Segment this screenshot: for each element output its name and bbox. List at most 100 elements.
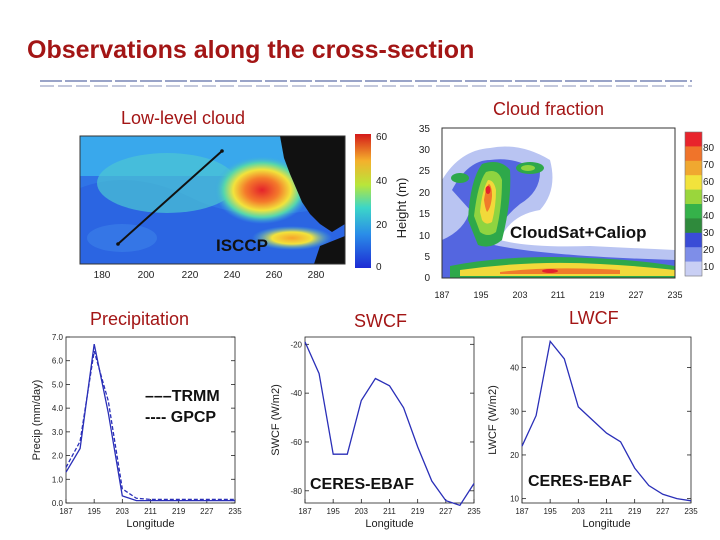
cloudsat-cbar-tick: 40	[703, 211, 715, 222]
cloudsat-cbar-block	[685, 204, 702, 219]
map-colorbar	[355, 134, 371, 268]
x-tick-label: 211	[600, 507, 613, 516]
cloudsat-ytick: 0	[424, 273, 430, 284]
cloudsat-xtick: 219	[589, 290, 604, 300]
lwcf-chart: 10 20 30 40 187 195 203 211 219 227 235 Longitude LW…	[487, 336, 698, 530]
cloudsat-cbar-tick: 10	[703, 262, 715, 273]
map-xtick: 220	[182, 270, 199, 281]
cloud-fraction-label: Cloud fraction	[493, 99, 605, 119]
y-tick-label: 4.0	[52, 404, 64, 413]
cloudsat-cbar-block	[685, 247, 702, 262]
plot-frame	[521, 336, 692, 504]
slide-title: Observations along the cross-section	[27, 36, 475, 64]
isccp-label: ISCCP	[216, 236, 268, 255]
x-tick-label: 203	[355, 507, 369, 516]
cloudsat-xtick: 211	[551, 290, 565, 300]
cloudsat-cbar-tick: 20	[703, 245, 715, 256]
x-tick-label: 219	[411, 507, 425, 516]
isccp-map-panel: 40 30 20 10 0 180 200 220 240 260 280 60…	[52, 132, 388, 281]
y-tick-label: -80	[290, 487, 302, 496]
y-tick-label: -40	[290, 389, 302, 398]
cloudsat-ytick: 30	[419, 145, 431, 156]
map-xtick: 180	[94, 270, 111, 281]
y-tick-label: -20	[290, 340, 302, 349]
y-tick-label: 30	[510, 407, 519, 416]
cloudsat-cbar-block	[685, 146, 702, 162]
cloudsat-ylabel: Height (m)	[394, 178, 409, 239]
x-tick-label: 227	[656, 507, 670, 516]
y-tick-label: 20	[510, 451, 519, 460]
precipitation-chart: 0.0 1.0 2.0 3.0 4.0 5.0 6.0 7.0 187 195 203 211 219 2…	[31, 333, 242, 530]
cloudsat-cbar-block	[685, 218, 702, 234]
y-axis-label: LWCF (W/m2)	[487, 385, 499, 454]
x-tick-label: 187	[59, 507, 73, 516]
cloudsat-ytick: 35	[419, 124, 431, 135]
map-xtick: 260	[266, 270, 283, 281]
x-tick-label: 219	[172, 507, 186, 516]
plot-frame	[65, 336, 236, 504]
x-tick-label: 235	[467, 507, 481, 516]
cloudsat-cbar-block	[685, 160, 702, 176]
map-xtick: 240	[224, 270, 241, 281]
cloudsat-cbar-tick: 70	[703, 160, 715, 171]
cloudsat-ytick: 15	[419, 209, 431, 220]
cloudsat-ytick: 10	[419, 231, 431, 242]
y-tick-label: 1.0	[52, 475, 64, 484]
cloudsat-cbar-tick: 30	[703, 228, 715, 239]
x-tick-label: 195	[543, 507, 557, 516]
y-tick-label: 5.0	[52, 380, 64, 389]
x-tick-label: 187	[515, 507, 529, 516]
map-cbar-tick: 40	[376, 176, 388, 187]
low-level-cloud-label: Low-level cloud	[121, 108, 246, 128]
series-line-trmm	[65, 343, 235, 502]
plot-frame	[304, 336, 475, 504]
map-cbar-tick: 0	[376, 262, 382, 273]
y-tick-label: 40	[510, 364, 519, 373]
cloudsat-ytick: 25	[419, 166, 431, 177]
cloudsat-xtick: 203	[512, 290, 527, 300]
y-tick-label: -60	[290, 438, 302, 447]
cloudsat-cbar-block	[685, 132, 702, 147]
y-axis-label: Precip (mm/day)	[31, 380, 43, 461]
x-tick-label: 235	[228, 507, 242, 516]
x-tick-label: 195	[87, 507, 101, 516]
y-axis-label: SWCF (W/m2)	[270, 384, 282, 455]
x-tick-label: 219	[628, 507, 642, 516]
cloudsat-cbar-tick: 80	[703, 143, 715, 154]
map-cbar-tick: 60	[376, 132, 388, 143]
title-underline	[40, 80, 692, 87]
map-cbar-tick: 20	[376, 220, 388, 231]
y-tick-label: 6.0	[52, 357, 64, 366]
precipitation-label: Precipitation	[90, 309, 190, 329]
swcf-label: SWCF	[354, 311, 407, 331]
x-axis-label: Longitude	[582, 518, 630, 530]
lwcf-ceres-label: CERES-EBAF	[528, 473, 633, 490]
x-tick-label: 227	[439, 507, 453, 516]
cloudsat-cbar-block	[685, 232, 702, 248]
cloudsat-cbar-tick: 60	[703, 177, 715, 188]
y-tick-label: 3.0	[52, 428, 64, 437]
cloudsat-xtick: 195	[473, 290, 488, 300]
cloudsat-colorbar	[684, 131, 703, 277]
cloudsat-panel: Height (m) 35 30 25 20 15 10 5 0 187 195…	[394, 124, 715, 300]
cloudsat-ytick: 20	[419, 188, 431, 199]
x-tick-label: 235	[684, 507, 698, 516]
y-tick-label: 7.0	[52, 333, 64, 342]
map-xtick: 280	[308, 270, 325, 281]
x-tick-label: 203	[116, 507, 130, 516]
cloudsat-cbar-block	[685, 261, 702, 277]
y-tick-label: 0.0	[52, 499, 64, 508]
cloudsat-cbar-block	[685, 189, 702, 205]
x-axis-label: Longitude	[365, 518, 413, 530]
cloudsat-cbar-block	[685, 175, 702, 190]
x-axis-label: Longitude	[126, 518, 174, 530]
x-tick-label: 211	[383, 507, 396, 516]
cloudsat-caliop-label: CloudSat+Caliop	[510, 223, 647, 242]
x-tick-label: 203	[572, 507, 586, 516]
cloudsat-xtick: 227	[628, 290, 643, 300]
map-xtick: 200	[138, 270, 155, 281]
x-tick-label: 195	[326, 507, 340, 516]
series-line-ceres-ebaf	[521, 339, 692, 502]
cloudsat-xtick: 235	[667, 290, 682, 300]
lwcf-label: LWCF	[569, 308, 619, 328]
